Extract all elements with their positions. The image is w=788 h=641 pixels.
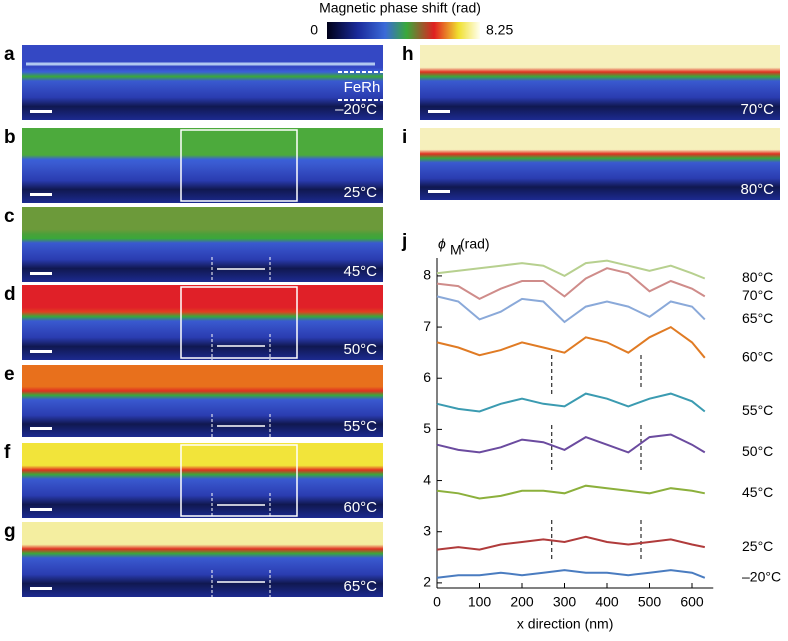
panel-letter: b [4, 127, 16, 148]
x-tick-label: 200 [510, 594, 534, 610]
image-panel [22, 522, 383, 597]
image-panels: a –20°C FeRh b 25°C c 45°C d 50°C e 55°C f 60°C g 65°C… [4, 44, 780, 597]
y-tick-label: 5 [423, 420, 431, 436]
panel-letter: j [401, 231, 407, 252]
series-label: 80°C [742, 269, 773, 285]
image-panel [22, 128, 383, 203]
temperature-label: 60°C [343, 499, 377, 516]
colorbar-title: Magnetic phase shift (rad) [319, 0, 481, 16]
scale-bar [30, 427, 52, 430]
inset-box [180, 129, 298, 202]
series-line [436, 484, 705, 500]
scale-bar [30, 110, 52, 113]
scale-bar [30, 508, 52, 511]
x-tick-label: 500 [638, 594, 662, 610]
x-tick-label: 400 [595, 594, 619, 610]
y-tick-label: 6 [423, 369, 431, 385]
y-tick-label: 7 [423, 318, 431, 334]
panel-letter: d [4, 284, 16, 305]
line-chart: j ϕ M(rad) 2 3 4 5 6 7 8 0 100 200 300 400 500 600 x dire… [401, 231, 781, 632]
series-label: 70°C [742, 287, 773, 303]
temperature-label: 80°C [740, 181, 774, 198]
scale-bar [428, 190, 450, 193]
temperature-label: 65°C [343, 578, 377, 595]
panel-letter: g [4, 521, 16, 542]
temperature-label: 25°C [343, 184, 377, 201]
series-label: 60°C [742, 348, 773, 364]
image-panel [22, 285, 383, 360]
temperature-label: 55°C [343, 418, 377, 435]
image-panel [22, 365, 383, 437]
series-label: –20°C [742, 568, 781, 584]
series-line [436, 259, 706, 280]
panel-letter: h [402, 44, 414, 65]
image-panel [420, 45, 780, 120]
y-tick-label: 3 [423, 522, 431, 538]
series-label: 50°C [742, 443, 773, 459]
y-axis-label-sub: M [450, 242, 462, 258]
scale-bar [30, 193, 52, 196]
image-panel [420, 128, 780, 200]
scale-bar [30, 587, 52, 590]
inset-box [180, 444, 298, 517]
series-line [436, 295, 706, 324]
y-tick-label: 4 [423, 471, 431, 487]
series-label: 55°C [742, 402, 773, 418]
series-line [436, 267, 706, 301]
temperature-label: 70°C [740, 101, 774, 118]
panel-letter: c [4, 206, 15, 227]
temperature-label: 45°C [343, 263, 377, 280]
material-label: FeRh [344, 79, 381, 96]
x-axis-label: x direction (nm) [517, 616, 613, 632]
y-axis-label-unit: (rad) [460, 236, 490, 252]
panel-letter: i [402, 127, 407, 148]
series-label: 65°C [742, 310, 773, 326]
series-line [436, 569, 706, 579]
temperature-label: 50°C [343, 341, 377, 358]
scale-bar [30, 272, 52, 275]
colorbar [327, 22, 480, 39]
image-panel [22, 207, 383, 282]
temperature-label: –20°C [335, 101, 377, 118]
series-line [436, 535, 705, 551]
series-label: 45°C [742, 484, 773, 500]
scale-bar [428, 110, 450, 113]
image-panel [22, 443, 383, 518]
y-tick-label: 2 [423, 574, 431, 590]
y-axis-label: ϕ [438, 236, 446, 252]
colorbar-max: 8.25 [486, 22, 513, 38]
series-line [436, 325, 706, 359]
panel-letter: f [4, 442, 11, 463]
scale-bar [30, 350, 52, 353]
series-line [436, 392, 706, 413]
image-panel [22, 45, 383, 120]
colorbar-min: 0 [310, 22, 318, 38]
panel-letter: e [4, 364, 15, 385]
panel-letter: a [4, 44, 15, 65]
x-tick-label: 0 [433, 594, 441, 610]
x-tick-label: 100 [468, 594, 492, 610]
x-tick-label: 300 [553, 594, 577, 610]
y-tick-label: 8 [423, 267, 431, 283]
x-tick-label: 600 [680, 594, 704, 610]
inset-box [180, 286, 298, 359]
series-line [436, 433, 706, 454]
series-label: 25°C [742, 538, 773, 554]
